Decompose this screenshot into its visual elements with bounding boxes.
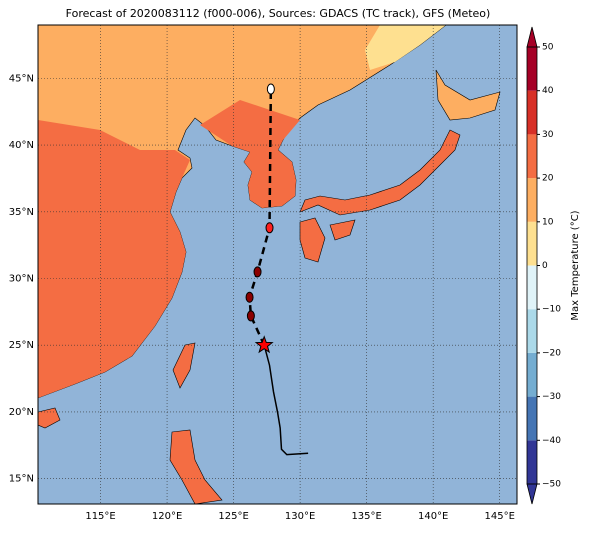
x-tick-label: 120°E bbox=[152, 511, 182, 522]
colorbar-tick-label: 20 bbox=[542, 174, 554, 184]
luzon bbox=[169, 429, 223, 505]
colorbar-bin bbox=[527, 309, 537, 353]
colorbar-tick-label: −50 bbox=[542, 480, 561, 490]
y-tick-label: 30°N bbox=[9, 274, 34, 285]
taiwan bbox=[172, 342, 196, 389]
colorbar-extend-max bbox=[526, 26, 538, 48]
colorbar-bin bbox=[527, 440, 537, 484]
colorbar-tick-label: −10 bbox=[542, 305, 561, 315]
x-tick-label: 125°E bbox=[218, 511, 248, 522]
colorbar-tick-label: −30 bbox=[542, 392, 561, 402]
forecast-track bbox=[248, 89, 273, 346]
y-tick-label: 20°N bbox=[9, 407, 34, 418]
warm-region bbox=[38, 100, 300, 398]
map-frame bbox=[37, 24, 518, 505]
x-tick-label: 130°E bbox=[285, 511, 315, 522]
japan bbox=[299, 129, 461, 263]
colorbar-tick-label: 10 bbox=[542, 217, 554, 227]
colorbar-bin bbox=[527, 221, 537, 266]
forecast-point bbox=[266, 83, 275, 95]
map bbox=[37, 24, 517, 505]
y-tick-label: 35°N bbox=[9, 207, 34, 218]
colorbar-bin bbox=[527, 90, 537, 135]
colorbar-bin bbox=[527, 352, 537, 397]
colorbar-bin bbox=[527, 134, 537, 179]
colorbar-bin bbox=[527, 47, 537, 91]
colorbar-tick-label: −40 bbox=[542, 436, 561, 446]
cool-region bbox=[365, 25, 446, 70]
storm-position bbox=[254, 335, 274, 354]
x-tick-label: 135°E bbox=[351, 511, 381, 522]
colorbar-tick-label: 0 bbox=[542, 261, 548, 271]
colorbar-extend-min bbox=[526, 483, 538, 505]
past-track bbox=[263, 345, 309, 456]
chart-title: Forecast of 2020083112 (f000-006), Sourc… bbox=[66, 7, 491, 20]
x-tick-label: 145°E bbox=[484, 511, 514, 522]
forecast-point bbox=[253, 266, 262, 278]
colorbar-label: Max Temperature (°C) bbox=[570, 210, 581, 320]
forecast-point bbox=[245, 291, 254, 303]
colorbar-bin bbox=[527, 396, 537, 441]
y-tick-label: 45°N bbox=[9, 73, 34, 84]
overlay bbox=[38, 25, 517, 504]
y-tick-label: 25°N bbox=[9, 340, 34, 351]
colorbar-tick-label: −20 bbox=[542, 348, 561, 358]
forecast-point bbox=[246, 310, 255, 322]
forecast-point bbox=[265, 222, 274, 234]
colorbar-tick-label: 40 bbox=[542, 86, 554, 96]
y-tick-label: 15°N bbox=[9, 474, 34, 485]
colorbar-bin bbox=[527, 178, 537, 222]
colorbar-tick-label: 50 bbox=[542, 43, 554, 53]
x-tick-label: 140°E bbox=[418, 511, 448, 522]
hokkaido bbox=[435, 69, 501, 121]
colorbar-bin bbox=[527, 265, 537, 310]
colorbar-tick-label: 30 bbox=[542, 130, 554, 140]
y-tick-label: 40°N bbox=[9, 140, 34, 151]
x-tick-label: 115°E bbox=[85, 511, 115, 522]
